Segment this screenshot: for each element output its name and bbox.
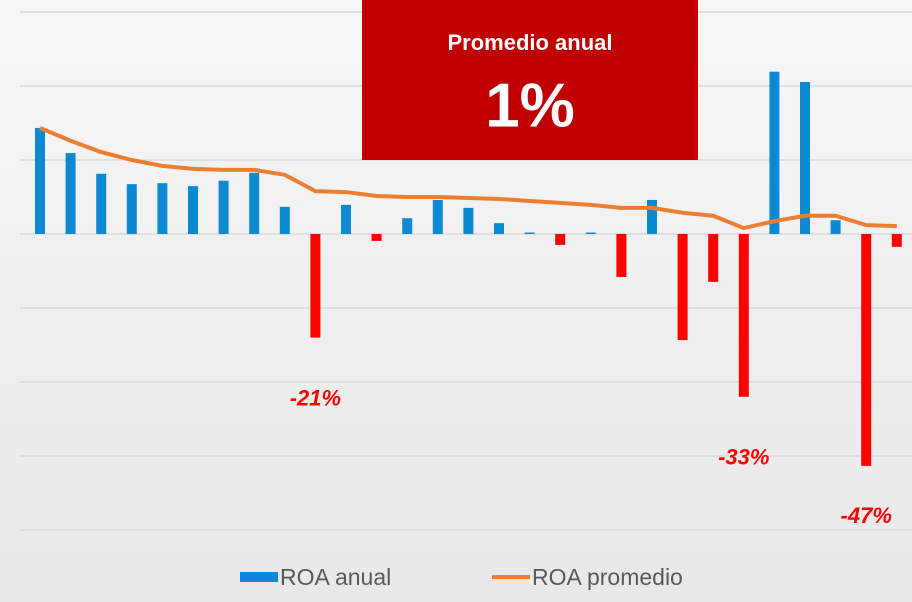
bar bbox=[800, 82, 810, 234]
bar bbox=[830, 220, 841, 234]
bar bbox=[891, 234, 902, 247]
bar bbox=[861, 234, 872, 466]
bar bbox=[769, 71, 780, 235]
bar bbox=[279, 206, 290, 234]
data-label: -21% bbox=[290, 385, 341, 410]
bar bbox=[708, 234, 719, 282]
line bbox=[39, 126, 897, 231]
bar bbox=[371, 234, 382, 241]
bar bbox=[555, 234, 566, 245]
bar bbox=[35, 127, 45, 234]
bar bbox=[188, 186, 198, 234]
bar bbox=[738, 234, 749, 397]
bar bbox=[341, 204, 351, 234]
legend-label: ROA anual bbox=[280, 564, 391, 590]
bar bbox=[249, 172, 260, 234]
bar bbox=[677, 234, 688, 341]
bar bbox=[402, 218, 413, 234]
annotation-box bbox=[362, 0, 698, 160]
bar bbox=[157, 183, 168, 234]
bar bbox=[310, 234, 321, 338]
legend-swatch bbox=[240, 572, 278, 582]
annotation-title: Promedio anual bbox=[447, 30, 612, 55]
data-label: -47% bbox=[841, 503, 892, 528]
data-label: -33% bbox=[718, 445, 769, 470]
bar bbox=[616, 234, 627, 277]
bar bbox=[432, 199, 443, 234]
bar bbox=[126, 184, 137, 234]
legend-label: ROA promedio bbox=[532, 564, 683, 590]
bar bbox=[585, 232, 596, 234]
bar bbox=[647, 199, 657, 234]
bar bbox=[65, 153, 76, 234]
bar bbox=[524, 232, 535, 234]
bar bbox=[463, 207, 474, 234]
bar bbox=[218, 180, 229, 234]
annotation-value: 1% bbox=[485, 71, 575, 140]
bar bbox=[494, 223, 504, 234]
bar bbox=[96, 173, 107, 234]
